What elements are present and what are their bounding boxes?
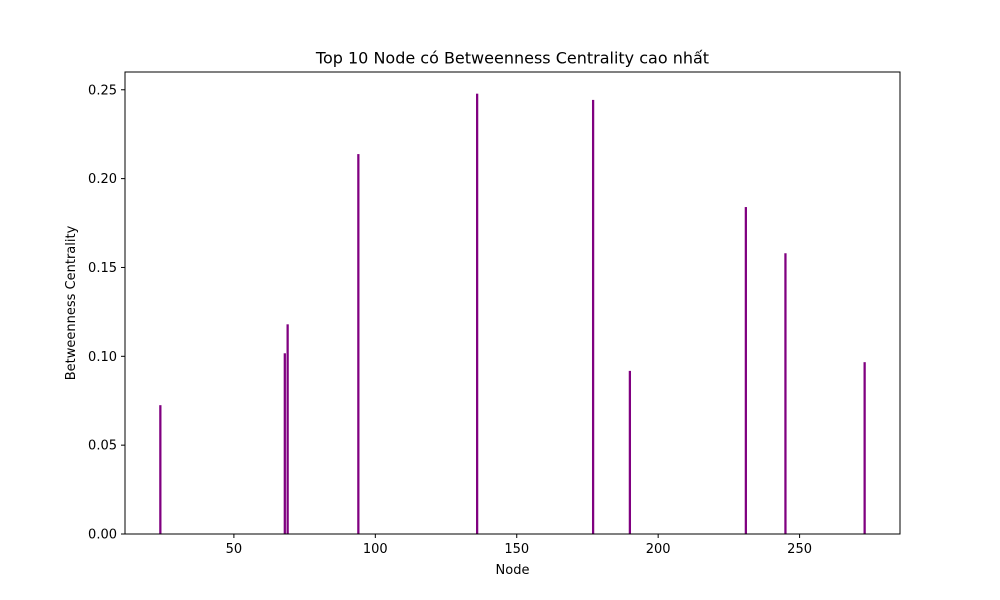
y-tick-label: 0.20 — [88, 172, 117, 187]
chart-title: Top 10 Node có Betweenness Centrality ca… — [315, 49, 709, 68]
bar-node-231 — [744, 207, 747, 535]
plot-frame — [124, 71, 901, 535]
bar-node-94 — [357, 154, 360, 534]
x-axis-label: Node — [496, 563, 530, 578]
y-tick-label: 0.10 — [88, 350, 117, 365]
y-tick-label: 0.00 — [88, 528, 117, 543]
x-tick-label: 150 — [504, 542, 529, 557]
bar-node-24 — [159, 405, 162, 534]
bar-node-177 — [591, 99, 595, 535]
bars-group — [159, 93, 866, 535]
x-tick-label: 100 — [363, 542, 388, 557]
y-tick-label: 0.05 — [88, 439, 117, 454]
bar-node-273 — [863, 362, 866, 534]
y-axis-label: Betweenness Centrality — [64, 225, 79, 380]
bar-node-136 — [476, 93, 479, 535]
bar-node-69 — [286, 324, 289, 534]
y-tick-label: 0.25 — [88, 83, 117, 98]
y-tick-label: 0.15 — [88, 261, 117, 276]
bar-node-68 — [283, 353, 286, 534]
bar-node-190 — [628, 370, 632, 534]
x-axis: 50 100 150 200 250 — [226, 534, 812, 557]
y-axis: 0.00 0.05 0.10 0.15 0.20 0.25 — [88, 83, 125, 543]
bar-node-245 — [784, 253, 787, 534]
x-tick-label: 250 — [787, 542, 812, 557]
x-tick-label: 50 — [226, 542, 243, 557]
x-tick-label: 200 — [646, 542, 671, 557]
